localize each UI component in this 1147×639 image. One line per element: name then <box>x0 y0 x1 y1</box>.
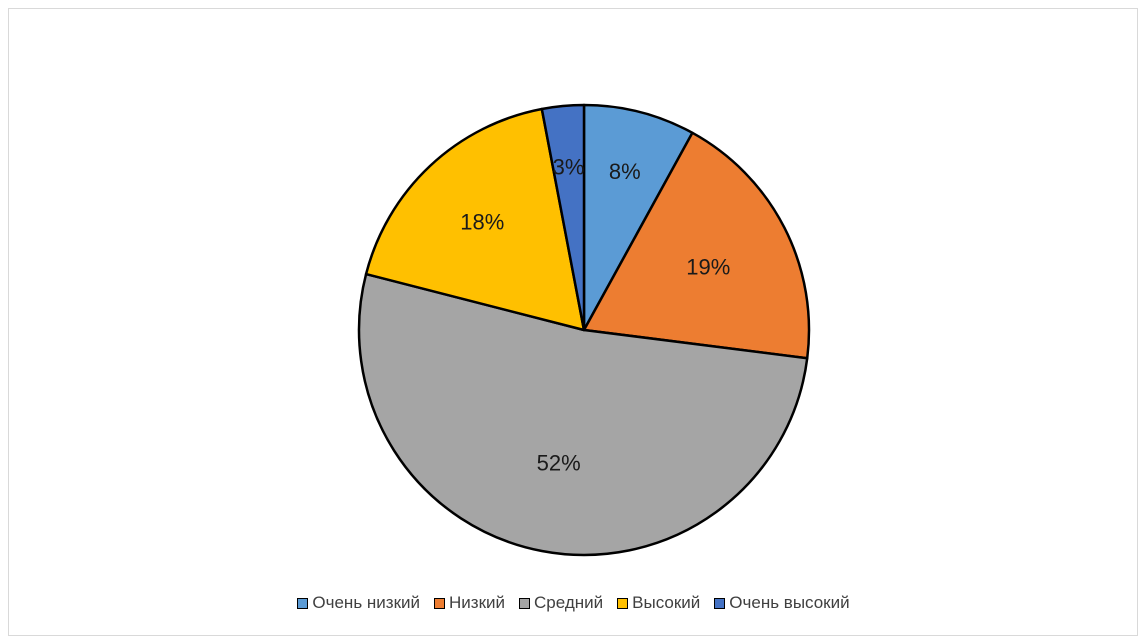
legend-label: Высокий <box>632 593 701 612</box>
legend-label: Средний <box>534 593 604 612</box>
legend-swatch <box>297 597 309 609</box>
legend-item: Низкий <box>434 593 505 613</box>
legend-label: Очень высокий <box>729 593 850 612</box>
legend-swatch <box>519 597 531 609</box>
pie-slice <box>582 103 694 332</box>
chart-legend: Очень низкий Низкий Средний Высокий Очень вы… <box>0 593 1147 613</box>
pie-data-label: 52% <box>537 451 581 476</box>
legend-item: Высокий <box>617 593 700 613</box>
pie-slices <box>357 103 811 557</box>
pie-data-label: 18% <box>460 210 504 235</box>
pie-data-label: 19% <box>686 255 730 280</box>
pie-slice <box>540 103 586 332</box>
pie-slice <box>357 272 809 557</box>
pie-slice <box>582 131 811 360</box>
legend-label: Очень низкий <box>312 593 421 612</box>
pie-data-label: 8% <box>609 159 641 184</box>
pie-slice <box>364 107 586 332</box>
legend-swatch <box>617 597 629 609</box>
legend-item: Очень низкий <box>297 593 420 613</box>
legend-swatch <box>714 597 726 609</box>
legend-item: Очень высокий <box>714 593 850 613</box>
legend-item: Средний <box>519 593 603 613</box>
pie-data-labels: 8% 19% 52% 18% 3% <box>460 155 730 476</box>
legend-label: Низкий <box>449 593 506 612</box>
legend-swatch <box>434 597 446 609</box>
pie-data-label: 3% <box>553 155 585 180</box>
